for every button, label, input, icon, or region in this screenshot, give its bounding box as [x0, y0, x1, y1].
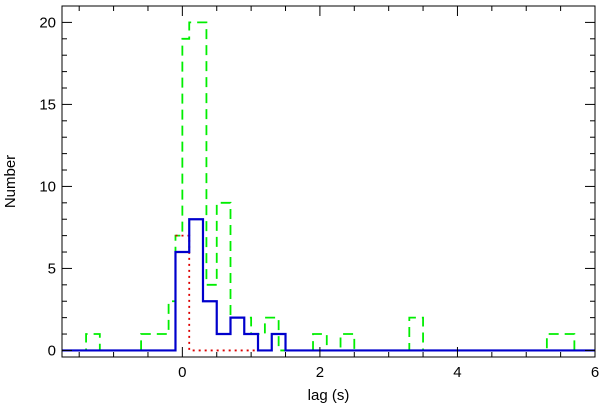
x-tick-label: 2: [316, 364, 324, 381]
series-dotted-1: [175, 234, 259, 352]
y-tick-label: 0: [48, 342, 56, 359]
y-tick-label: 10: [39, 178, 56, 195]
series-solid-2: [62, 218, 595, 352]
ticks-layer: 0 2 4 6 0 5 10 15 20: [39, 6, 599, 381]
y-tick-label: 15: [39, 96, 56, 113]
x-tick-label: 0: [178, 364, 186, 381]
plot-frame: [61, 5, 596, 358]
series-layer: [62, 21, 595, 352]
x-tick-label: 6: [591, 364, 599, 381]
y-axis-title: Number: [2, 155, 19, 208]
x-axis-title: lag (s): [308, 387, 350, 404]
x-tick-label: 4: [453, 364, 461, 381]
y-tick-label: 20: [39, 14, 56, 31]
y-tick-label: 5: [48, 260, 56, 277]
series-dashed-0: [62, 21, 595, 352]
